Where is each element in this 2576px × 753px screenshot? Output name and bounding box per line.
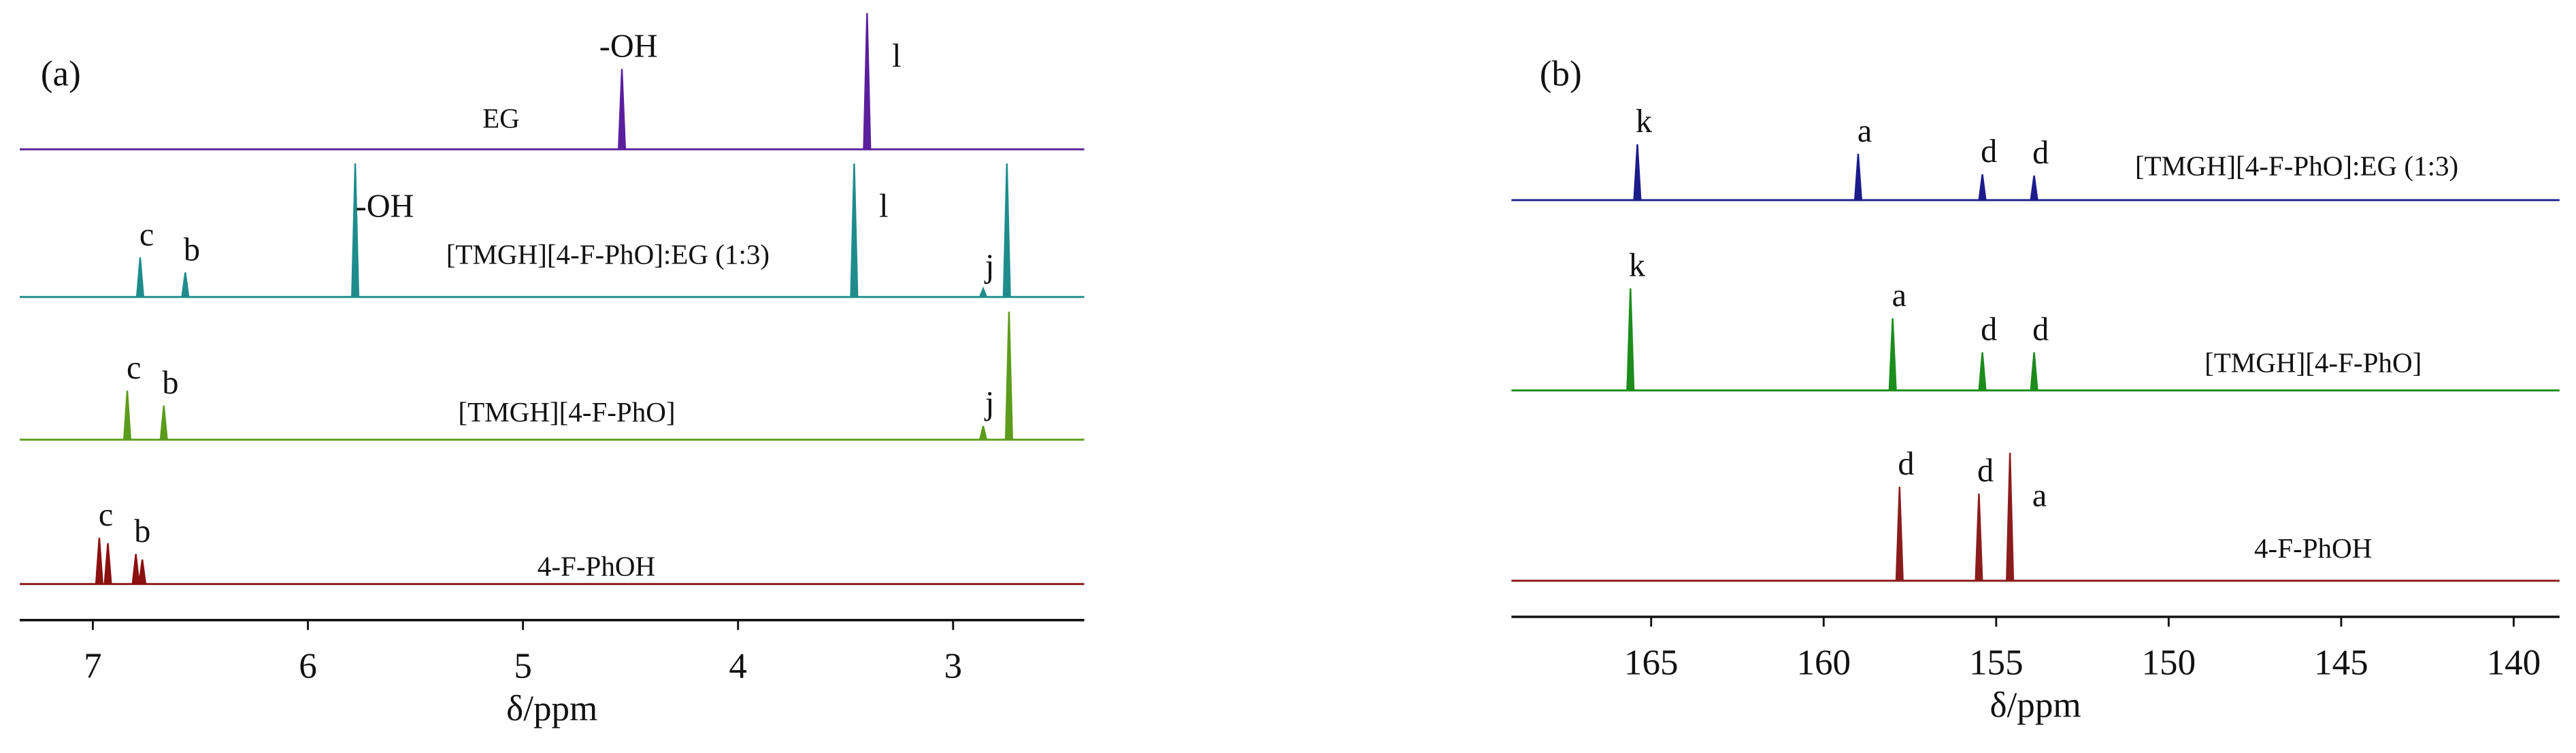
trace-name: [TMGH][4-F-PhO] (2205, 347, 2422, 379)
peak (1004, 311, 1014, 440)
peak (863, 13, 872, 150)
peak (1853, 153, 1863, 202)
trace-name: 4-F-PhOH (538, 551, 655, 582)
peak-label: b (184, 231, 200, 268)
peak-label: d (1981, 312, 1997, 348)
trace-name: [TMGH][4-F-PhO]:EG (1:3) (446, 239, 770, 270)
peak (95, 537, 104, 586)
x-tick-label: 140 (2487, 643, 2541, 682)
peak (978, 286, 988, 298)
peak-label: c (99, 497, 113, 533)
peak (2006, 452, 2015, 582)
x-tick-label: 145 (2314, 643, 2368, 682)
peak-label: k (1629, 248, 1646, 284)
peak-label: -OH (356, 189, 414, 225)
peak-label: j (984, 248, 994, 284)
peak (135, 257, 145, 298)
peak-label: c (127, 350, 141, 386)
peak (1978, 352, 1987, 391)
x-tick-label: 3 (944, 646, 963, 686)
peak-label: a (1857, 113, 1872, 149)
x-tick-label: 6 (299, 646, 317, 686)
peak-label: l (892, 38, 901, 74)
trace-name: 4-F-PhOH (2254, 532, 2372, 564)
x-axis-label: δ/ppm (1990, 686, 2081, 725)
peak-label: d (1977, 453, 1994, 489)
peak-label: d (2032, 135, 2049, 171)
panel-label: (a) (41, 54, 81, 93)
peak (103, 543, 112, 586)
peak (1633, 144, 1642, 202)
x-tick-label: 165 (1624, 643, 1679, 682)
peak (131, 554, 140, 586)
peak-label: l (879, 189, 888, 225)
peak (1888, 318, 1897, 391)
peak (2030, 175, 2038, 202)
peak (850, 163, 859, 298)
x-tick-label: 160 (1796, 643, 1851, 682)
peak (1978, 174, 1987, 202)
peak (2030, 352, 2038, 391)
peak (122, 390, 132, 440)
peak-label: d (1981, 133, 1997, 170)
trace-name: [TMGH][4-F-PhO] (458, 396, 675, 428)
x-tick-label: 7 (84, 646, 102, 686)
peak (159, 405, 168, 440)
peak (1895, 486, 1904, 582)
panel-label: (b) (1540, 54, 1582, 93)
peak-label: d (1898, 446, 1914, 482)
peak (351, 163, 360, 298)
peak-label: a (1892, 278, 1906, 314)
peak-label: k (1636, 103, 1653, 140)
trace-name: EG (482, 103, 520, 134)
x-tick-label: 155 (1969, 643, 2024, 682)
peak-label: -OH (599, 28, 658, 64)
x-axis-label: δ/ppm (506, 689, 597, 728)
peak (1002, 163, 1011, 298)
peak (181, 272, 190, 298)
peak-label: a (2032, 478, 2047, 514)
peak-label: d (2032, 312, 2049, 348)
peak (617, 69, 627, 150)
peak (1626, 288, 1635, 391)
trace-name: [TMGH][4-F-PhO]:EG (1:3) (2135, 150, 2458, 182)
peak (137, 559, 147, 586)
x-tick-label: 4 (729, 646, 747, 686)
x-tick-label: 150 (2142, 643, 2196, 682)
peak (1975, 493, 1983, 582)
peak-label: b (162, 365, 178, 401)
peak (978, 426, 988, 440)
peak-label: j (984, 385, 994, 421)
peak-label: b (134, 513, 150, 549)
x-tick-label: 5 (514, 646, 532, 686)
peak-label: c (139, 217, 154, 253)
